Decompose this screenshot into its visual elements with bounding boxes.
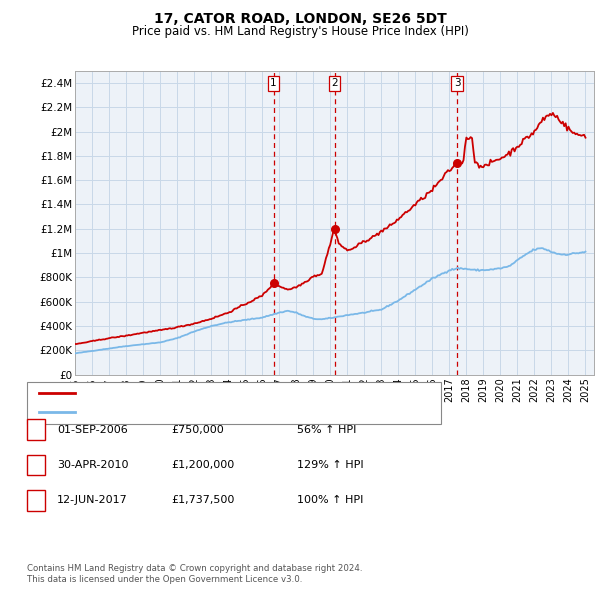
- Text: 30-APR-2010: 30-APR-2010: [57, 460, 128, 470]
- Text: 12-JUN-2017: 12-JUN-2017: [57, 496, 128, 505]
- Text: 56% ↑ HPI: 56% ↑ HPI: [297, 425, 356, 434]
- Text: 17, CATOR ROAD, LONDON, SE26 5DT (detached house): 17, CATOR ROAD, LONDON, SE26 5DT (detach…: [80, 388, 373, 398]
- Text: 17, CATOR ROAD, LONDON, SE26 5DT: 17, CATOR ROAD, LONDON, SE26 5DT: [154, 12, 446, 26]
- Text: 1: 1: [270, 78, 277, 88]
- Text: This data is licensed under the Open Government Licence v3.0.: This data is licensed under the Open Gov…: [27, 575, 302, 584]
- Text: Contains HM Land Registry data © Crown copyright and database right 2024.: Contains HM Land Registry data © Crown c…: [27, 565, 362, 573]
- Text: 2: 2: [32, 460, 40, 470]
- Text: 3: 3: [32, 496, 40, 505]
- Text: £1,737,500: £1,737,500: [171, 496, 235, 505]
- Text: £750,000: £750,000: [171, 425, 224, 434]
- Text: 3: 3: [454, 78, 460, 88]
- Text: 129% ↑ HPI: 129% ↑ HPI: [297, 460, 364, 470]
- Text: Price paid vs. HM Land Registry's House Price Index (HPI): Price paid vs. HM Land Registry's House …: [131, 25, 469, 38]
- Text: 100% ↑ HPI: 100% ↑ HPI: [297, 496, 364, 505]
- Text: 2: 2: [331, 78, 338, 88]
- Text: HPI: Average price, detached house, Bromley: HPI: Average price, detached house, Brom…: [80, 407, 316, 417]
- Text: 01-SEP-2006: 01-SEP-2006: [57, 425, 128, 434]
- Text: £1,200,000: £1,200,000: [171, 460, 234, 470]
- Text: 1: 1: [32, 425, 40, 434]
